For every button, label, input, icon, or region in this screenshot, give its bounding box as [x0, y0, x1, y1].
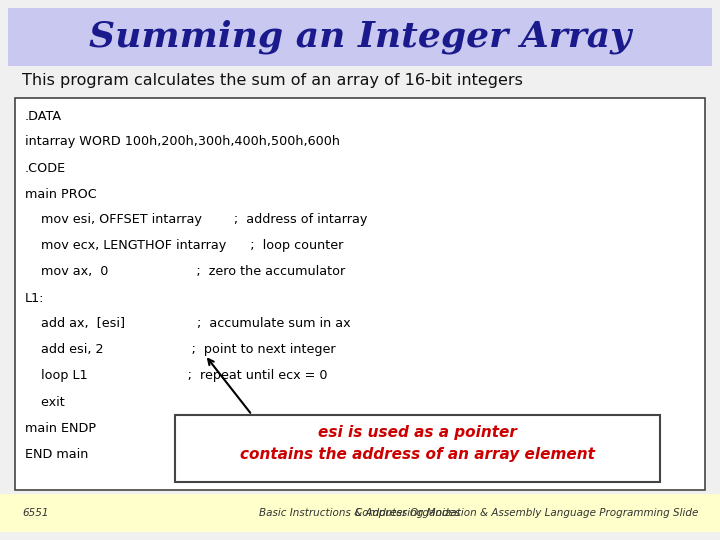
Text: END main: END main — [25, 448, 89, 461]
Text: Basic Instructions & Addressing Modes: Basic Instructions & Addressing Modes — [259, 508, 461, 518]
Text: add ax,  [esi]                  ;  accumulate sum in ax: add ax, [esi] ; accumulate sum in ax — [25, 318, 351, 330]
Text: main ENDP: main ENDP — [25, 422, 96, 435]
Text: This program calculates the sum of an array of 16-bit integers: This program calculates the sum of an ar… — [22, 72, 523, 87]
Bar — [175, 415, 660, 482]
Bar — [0, 494, 720, 532]
Text: .CODE: .CODE — [25, 161, 66, 174]
Text: intarray WORD 100h,200h,300h,400h,500h,600h: intarray WORD 100h,200h,300h,400h,500h,6… — [25, 136, 340, 148]
Text: contains the address of an array element: contains the address of an array element — [240, 448, 595, 462]
Text: .DATA: .DATA — [25, 110, 62, 123]
Text: esi is used as a pointer: esi is used as a pointer — [318, 426, 517, 441]
Text: exit: exit — [25, 395, 65, 408]
Text: mov esi, OFFSET intarray        ;  address of intarray: mov esi, OFFSET intarray ; address of in… — [25, 213, 367, 226]
Text: Summing an Integer Array: Summing an Integer Array — [89, 20, 631, 54]
Text: main PROC: main PROC — [25, 187, 96, 200]
Bar — [8, 8, 712, 66]
FancyArrowPatch shape — [208, 359, 251, 413]
Text: add esi, 2                      ;  point to next integer: add esi, 2 ; point to next integer — [25, 343, 336, 356]
Text: mov ax,  0                      ;  zero the accumulator: mov ax, 0 ; zero the accumulator — [25, 266, 346, 279]
Bar — [15, 98, 705, 490]
Text: mov ecx, LENGTHOF intarray      ;  loop counter: mov ecx, LENGTHOF intarray ; loop counte… — [25, 240, 343, 253]
Text: loop L1                         ;  repeat until ecx = 0: loop L1 ; repeat until ecx = 0 — [25, 369, 328, 382]
Text: Computer Organization & Assembly Language Programming Slide: Computer Organization & Assembly Languag… — [355, 508, 698, 518]
Text: 6551: 6551 — [22, 508, 48, 518]
Text: L1:: L1: — [25, 292, 45, 305]
